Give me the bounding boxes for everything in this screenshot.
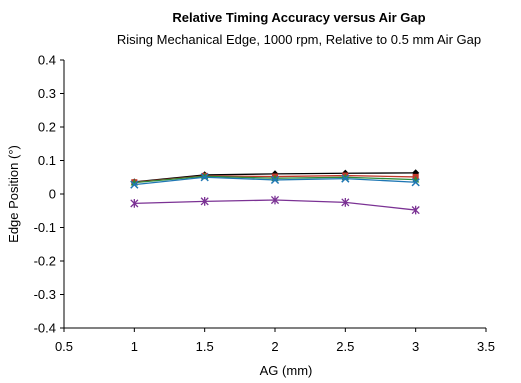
x-tick-label: 3 (412, 339, 419, 354)
series-4 (130, 173, 420, 189)
data-point (341, 198, 350, 207)
data-point (200, 197, 209, 206)
x-tick-label: 0.5 (55, 339, 73, 354)
x-tick-label: 3.5 (477, 339, 495, 354)
x-axis-label: AG (mm) (260, 363, 313, 378)
x-tick-label: 1.5 (196, 339, 214, 354)
data-point (411, 205, 420, 215)
y-tick-label: -0.3 (34, 287, 56, 302)
x-tick-label: 1 (131, 339, 138, 354)
data-point (270, 195, 280, 205)
y-tick-label: 0 (49, 187, 56, 202)
y-tick-label: -0.4 (34, 321, 56, 336)
x-axis-ticks: 0.5 1 1.5 2 2.5 3 3.5 (55, 328, 495, 354)
data-point (130, 199, 139, 208)
series-5 (130, 195, 420, 215)
y-axis-label: Edge Position (°) (6, 145, 21, 243)
axes (63, 60, 486, 329)
data-point (270, 175, 280, 185)
data-point (341, 174, 350, 183)
data-point (130, 180, 139, 189)
x-tick-label: 2 (271, 339, 278, 354)
y-tick-label: 0.1 (38, 153, 56, 168)
y-tick-label: -0.2 (34, 254, 56, 269)
y-axis-ticks: 0.4 0.3 0.2 0.1 0 -0.1 -0.2 -0.3 -0.4 (34, 53, 64, 336)
chart-subtitle: Rising Mechanical Edge, 1000 rpm, Relati… (117, 32, 481, 47)
x-tick-label: 2.5 (336, 339, 354, 354)
y-tick-label: -0.1 (34, 220, 56, 235)
y-tick-label: 0.4 (38, 53, 56, 68)
data-point (411, 178, 420, 187)
chart-title: Relative Timing Accuracy versus Air Gap (172, 10, 425, 25)
data-point (200, 173, 209, 182)
y-tick-label: 0.3 (38, 86, 56, 101)
series-group (130, 169, 420, 215)
y-tick-label: 0.2 (38, 120, 56, 135)
